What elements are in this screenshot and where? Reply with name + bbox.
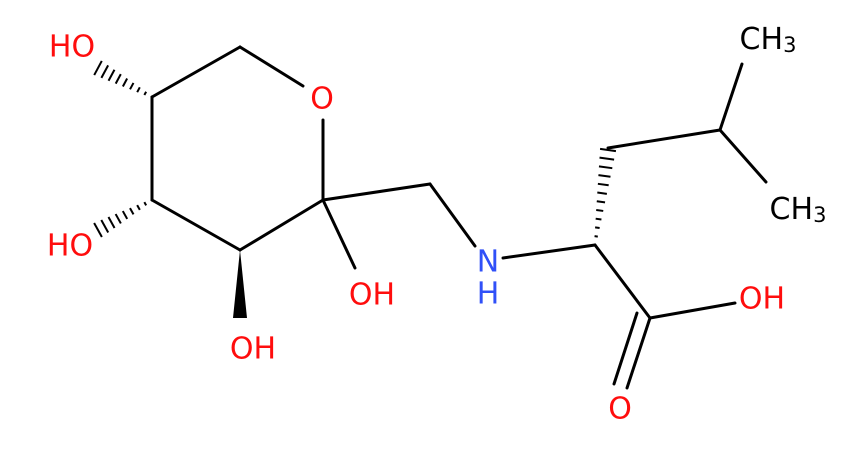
bond (612, 311, 639, 386)
bond (150, 198, 242, 252)
hash-line (143, 201, 148, 206)
bond (501, 243, 597, 260)
hash-line (597, 182, 609, 187)
hash-line (594, 226, 600, 230)
hash-line (100, 64, 110, 79)
hash-line (129, 82, 135, 90)
hash-line (598, 165, 613, 170)
hash-line (597, 191, 608, 195)
hash-line (596, 200, 606, 204)
bond (648, 301, 737, 320)
wedge-bond (233, 250, 247, 318)
bond (606, 128, 722, 150)
hash-line (100, 219, 110, 233)
hash-line (114, 73, 122, 85)
bond (238, 45, 305, 88)
hash-line (107, 216, 116, 229)
hash-line (150, 198, 154, 202)
bond (625, 316, 652, 390)
bond (718, 62, 744, 132)
hash-line (143, 91, 148, 96)
hash-line (596, 208, 604, 212)
atom-label: HO (49, 30, 95, 65)
atom-label: HO (47, 229, 93, 264)
atom-label: OH (230, 332, 276, 367)
hash-line (93, 60, 103, 76)
hash-line (136, 86, 141, 93)
hash-line (150, 95, 154, 99)
atom-label: N (477, 245, 499, 280)
hash-line (107, 69, 116, 82)
hash-line (129, 207, 135, 215)
atom-label: CH3 (770, 192, 827, 228)
hash-line (121, 210, 129, 220)
bond (428, 182, 477, 248)
bond (718, 128, 768, 184)
bond (321, 182, 432, 202)
atom-label: O (608, 392, 632, 427)
atom-label: H (477, 277, 500, 312)
atom-subscript: 3 (783, 33, 796, 57)
bond (593, 243, 652, 320)
hash-line (599, 147, 617, 153)
atom-label: O (310, 82, 334, 117)
bond (238, 198, 325, 252)
hash-line (93, 222, 103, 238)
hash-line (121, 78, 129, 87)
atom-subscript: 3 (813, 203, 826, 227)
hash-line (114, 213, 122, 224)
hash-line (598, 174, 611, 178)
hash-line (599, 156, 615, 161)
hash-line (595, 217, 602, 221)
atom-label: OH (349, 278, 395, 313)
bond (150, 45, 242, 99)
hash-line (136, 204, 141, 211)
atom-label: CH3 (740, 22, 797, 58)
hashed-bonds (93, 60, 617, 247)
bond (321, 198, 357, 270)
atom-label: OH (739, 282, 785, 317)
bonds (150, 45, 768, 390)
atom-main: CH (770, 192, 814, 227)
atom-main: CH (740, 22, 784, 57)
